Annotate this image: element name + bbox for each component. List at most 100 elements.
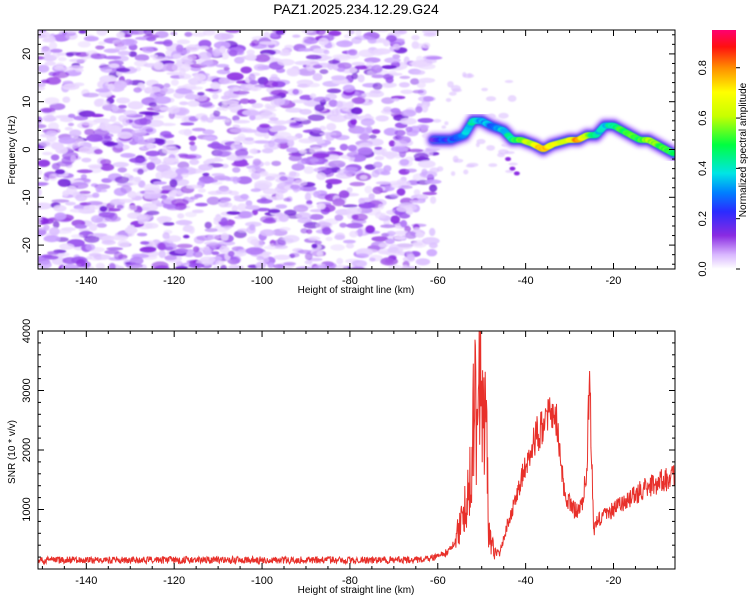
- spectrogram-noise-blob: [58, 137, 76, 145]
- spectrogram-noise-blob: [251, 39, 260, 47]
- spectrogram-noise-blob: [378, 203, 385, 210]
- spectrogram-noise-blob: [134, 54, 150, 62]
- spectrogram-noise-blob: [165, 140, 175, 145]
- spectrogram-x-tick-label: -80: [342, 275, 358, 287]
- spectrogram-noise-blob: [351, 73, 359, 80]
- spectrogram-noise-blob: [304, 260, 313, 265]
- spectrogram-noise-blob: [227, 250, 235, 257]
- spectrogram-noise-blob: [172, 53, 183, 59]
- spectrogram-noise-blob: [357, 228, 363, 237]
- spectrogram-noise-blob: [411, 60, 428, 68]
- spectrogram-noise-blob: [396, 243, 413, 250]
- spectrogram-noise-blob: [339, 222, 347, 228]
- spectrogram-noise-blob: [401, 265, 409, 269]
- snr-panel: -140 -120 -100 -80 -60 -40 -20 1000 2000 3000 4000…: [7, 319, 676, 596]
- spectrogram-noise-blob: [416, 81, 426, 89]
- spectrogram-noise-blob: [450, 171, 456, 177]
- spectrogram-noise-blob: [273, 120, 288, 125]
- spectrogram-noise-blob: [57, 178, 71, 187]
- spectrogram-noise-blob: [237, 228, 249, 233]
- spectrogram-noise-blob: [162, 232, 170, 240]
- spectrogram-noise-blob: [197, 92, 205, 96]
- spectrogram-noise-blob: [189, 141, 196, 146]
- spectrogram-noise-blob: [342, 84, 355, 93]
- spectrogram-noise-blob: [290, 252, 300, 258]
- spectrogram-noise-blob: [81, 157, 92, 163]
- spectrogram-noise-blob: [212, 93, 219, 100]
- spectrogram-noise-blob: [118, 198, 134, 203]
- spectrogram-noise-blob: [215, 63, 230, 68]
- spectrogram-noise-blob: [404, 225, 411, 233]
- spectrogram-noise-blob: [273, 137, 290, 144]
- snr-plot-area: [38, 331, 675, 569]
- spectrogram-noise-blob: [69, 58, 87, 63]
- spectrogram-noise-blob: [117, 50, 131, 56]
- spectrogram-noise-blob: [248, 99, 257, 104]
- spectrogram-noise-blob: [498, 149, 509, 155]
- spectrogram-noise-blob: [227, 176, 241, 182]
- spectrogram-noise-blob: [189, 196, 199, 200]
- spectrogram-noise-blob: [176, 243, 193, 249]
- spectrogram-noise-blob: [425, 179, 442, 184]
- spectrogram-noise-blob: [69, 129, 82, 137]
- spectrogram-noise-blob: [309, 214, 324, 220]
- spectrogram-y-tick-label: -20: [21, 237, 33, 253]
- spectrogram-noise-blob: [193, 73, 206, 81]
- spectrogram-side-lobe: [509, 166, 516, 171]
- spectrogram-noise-blob: [270, 74, 278, 79]
- spectrogram-noise-blob: [293, 117, 307, 122]
- spectrogram-noise-blob: [198, 164, 214, 171]
- spectrogram-noise-blob: [78, 30, 87, 34]
- spectrogram-noise-blob: [155, 164, 171, 173]
- spectrogram-noise-blob: [129, 177, 141, 186]
- spectrogram-noise-blob: [137, 168, 144, 175]
- spectrogram-noise-blob: [316, 172, 327, 181]
- spectrogram-noise-blob: [412, 89, 425, 94]
- spectrogram-noise-blob: [355, 253, 370, 259]
- spectrogram-noise-blob: [357, 74, 365, 83]
- spectrogram-noise-blob: [259, 123, 270, 128]
- spectrogram-noise-blob: [488, 163, 498, 168]
- spectrogram-noise-blob: [373, 48, 391, 55]
- spectrogram-noise-blob: [262, 188, 278, 195]
- spectrogram-noise-blob: [507, 95, 517, 102]
- spectrogram-noise-blob: [143, 183, 160, 191]
- spectrogram-noise-blob: [204, 241, 220, 246]
- spectrogram-noise-blob: [38, 116, 43, 124]
- snr-x-tick-label: -140: [75, 575, 97, 587]
- spectrogram-noise-blob: [125, 263, 143, 269]
- spectrogram-noise-blob: [325, 236, 333, 242]
- spectrogram-noise-blob: [292, 99, 309, 104]
- spectrogram-noise-blob: [202, 136, 218, 141]
- spectrogram-noise-blob: [128, 51, 137, 57]
- spectrogram-noise-blob: [269, 117, 279, 121]
- spectrogram-noise-blob: [331, 108, 340, 117]
- spectrogram-noise-blob: [283, 197, 292, 202]
- spectrogram-noise-blob: [394, 230, 409, 236]
- spectrogram-noise-blob: [345, 243, 355, 249]
- spectrogram-noise-blob: [175, 88, 193, 95]
- snr-x-tick-label: -40: [518, 575, 534, 587]
- spectrogram-noise-blob: [346, 187, 353, 193]
- spectrogram-noise-blob: [375, 115, 389, 122]
- spectrogram-noise-blob: [162, 146, 180, 154]
- spectrogram-noise-blob: [338, 190, 350, 199]
- spectrogram-noise-blob: [95, 186, 102, 193]
- spectrogram-noise-blob: [256, 198, 273, 204]
- spectrogram-noise-blob: [400, 89, 414, 95]
- spectrogram-noise-blob: [408, 265, 421, 269]
- spectrogram-noise-blob: [313, 167, 323, 172]
- spectrogram-noise-blob: [94, 100, 110, 107]
- spectrogram-noise-blob: [100, 159, 112, 166]
- spectrogram-noise-blob: [248, 73, 256, 82]
- spectrogram-noise-blob: [232, 87, 240, 92]
- spectrogram-noise-blob: [309, 93, 317, 99]
- spectrogram-noise-blob: [378, 242, 389, 248]
- spectrogram-noise-blob: [90, 53, 107, 60]
- spectrogram-noise-blob: [399, 75, 411, 79]
- spectrogram-noise-blob: [218, 77, 230, 85]
- spectrogram-noise-blob: [364, 185, 373, 194]
- spectrogram-noise-blob: [399, 158, 410, 166]
- spectrogram-noise-blob: [215, 260, 225, 266]
- spectrogram-noise-blob: [188, 135, 197, 141]
